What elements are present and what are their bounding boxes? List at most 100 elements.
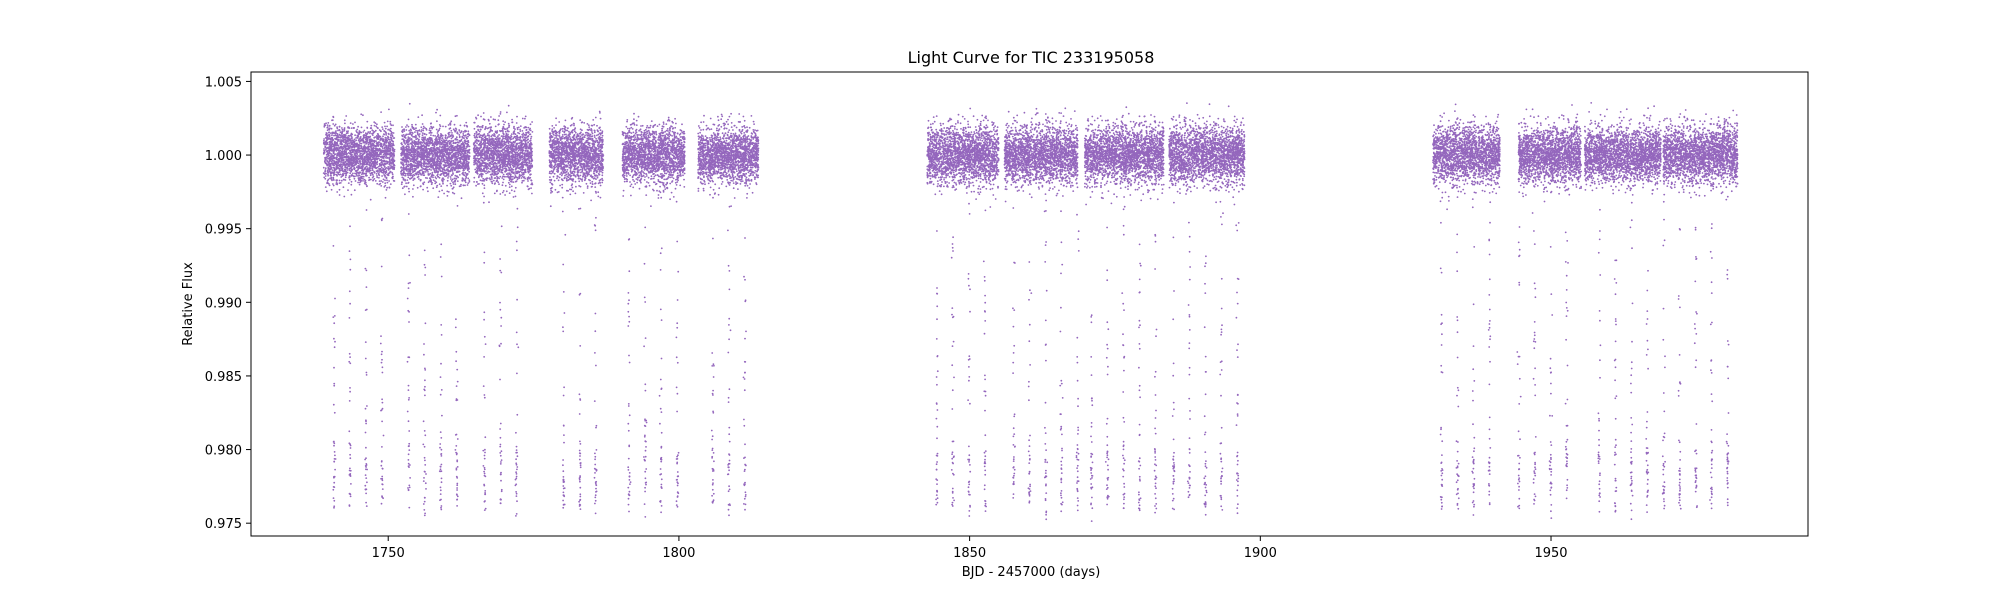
data-point bbox=[486, 179, 488, 181]
data-point bbox=[489, 123, 491, 125]
data-point bbox=[380, 465, 382, 467]
data-point bbox=[339, 180, 341, 182]
data-point bbox=[464, 162, 466, 164]
data-point bbox=[408, 507, 410, 509]
data-point bbox=[387, 182, 389, 184]
data-point bbox=[390, 159, 392, 161]
data-point bbox=[386, 126, 388, 128]
data-point bbox=[456, 505, 458, 507]
data-point bbox=[372, 169, 374, 171]
data-point bbox=[350, 184, 352, 186]
data-point bbox=[407, 487, 409, 489]
data-point bbox=[334, 147, 336, 149]
data-point bbox=[332, 316, 334, 318]
data-point bbox=[343, 186, 345, 188]
data-point bbox=[383, 157, 385, 159]
data-point bbox=[365, 447, 367, 449]
data-point bbox=[324, 158, 326, 160]
data-point bbox=[349, 165, 351, 167]
data-point bbox=[468, 179, 470, 181]
data-point bbox=[370, 153, 372, 155]
data-point bbox=[366, 309, 368, 311]
data-point bbox=[347, 169, 349, 171]
data-point bbox=[402, 153, 404, 155]
data-point bbox=[441, 464, 443, 466]
data-point bbox=[452, 142, 454, 144]
data-point bbox=[369, 132, 371, 134]
data-point bbox=[327, 180, 329, 182]
data-point bbox=[461, 173, 463, 175]
data-point bbox=[349, 353, 351, 355]
data-point bbox=[463, 159, 465, 161]
data-point bbox=[462, 165, 464, 167]
data-point bbox=[349, 225, 351, 227]
data-point bbox=[340, 131, 342, 133]
data-point bbox=[370, 125, 372, 127]
data-point bbox=[497, 119, 499, 121]
data-point bbox=[466, 150, 468, 152]
data-point bbox=[486, 168, 488, 170]
data-point bbox=[408, 397, 410, 399]
data-point bbox=[373, 121, 375, 123]
data-point bbox=[415, 127, 417, 129]
data-point bbox=[439, 177, 441, 179]
data-point bbox=[323, 167, 325, 169]
data-point bbox=[454, 124, 456, 126]
data-point bbox=[336, 154, 338, 156]
data-point bbox=[429, 177, 431, 179]
data-point bbox=[324, 161, 326, 163]
data-point bbox=[406, 179, 408, 181]
data-point bbox=[354, 169, 356, 171]
data-point bbox=[417, 162, 419, 164]
data-point bbox=[438, 170, 440, 172]
data-point bbox=[440, 363, 442, 365]
data-point bbox=[391, 138, 393, 140]
data-point bbox=[369, 170, 371, 172]
data-point bbox=[434, 165, 436, 167]
data-point bbox=[329, 135, 331, 137]
data-point bbox=[455, 318, 457, 320]
data-point bbox=[435, 168, 437, 170]
data-point bbox=[467, 167, 469, 169]
data-point bbox=[380, 130, 382, 132]
data-point bbox=[365, 489, 367, 491]
data-point bbox=[355, 150, 357, 152]
data-point bbox=[353, 161, 355, 163]
data-point bbox=[432, 135, 434, 137]
data-point bbox=[426, 150, 428, 152]
data-point bbox=[364, 167, 366, 169]
data-point bbox=[404, 180, 406, 182]
data-point bbox=[336, 191, 338, 193]
data-point bbox=[376, 150, 378, 152]
data-point bbox=[408, 420, 410, 422]
data-point bbox=[408, 385, 410, 387]
data-point bbox=[436, 161, 438, 163]
data-point bbox=[381, 476, 383, 478]
data-point bbox=[424, 386, 426, 388]
data-point bbox=[343, 196, 345, 198]
data-point bbox=[326, 182, 328, 184]
data-point bbox=[361, 146, 363, 148]
data-point bbox=[423, 171, 425, 173]
data-point bbox=[388, 109, 390, 111]
data-point bbox=[410, 165, 412, 167]
data-point bbox=[459, 174, 461, 176]
data-point bbox=[413, 184, 415, 186]
data-point bbox=[455, 115, 457, 117]
data-point bbox=[440, 437, 442, 439]
data-point bbox=[459, 140, 461, 142]
data-point bbox=[393, 132, 395, 134]
data-point bbox=[457, 133, 459, 135]
data-point bbox=[408, 459, 410, 461]
data-point bbox=[337, 162, 339, 164]
data-point bbox=[427, 169, 429, 171]
data-point bbox=[342, 147, 344, 149]
data-point bbox=[361, 139, 363, 141]
data-point bbox=[355, 139, 357, 141]
data-point bbox=[357, 146, 359, 148]
data-point bbox=[387, 151, 389, 153]
data-point bbox=[332, 149, 334, 151]
data-point bbox=[378, 150, 380, 152]
data-point bbox=[341, 161, 343, 163]
data-point bbox=[348, 148, 350, 150]
